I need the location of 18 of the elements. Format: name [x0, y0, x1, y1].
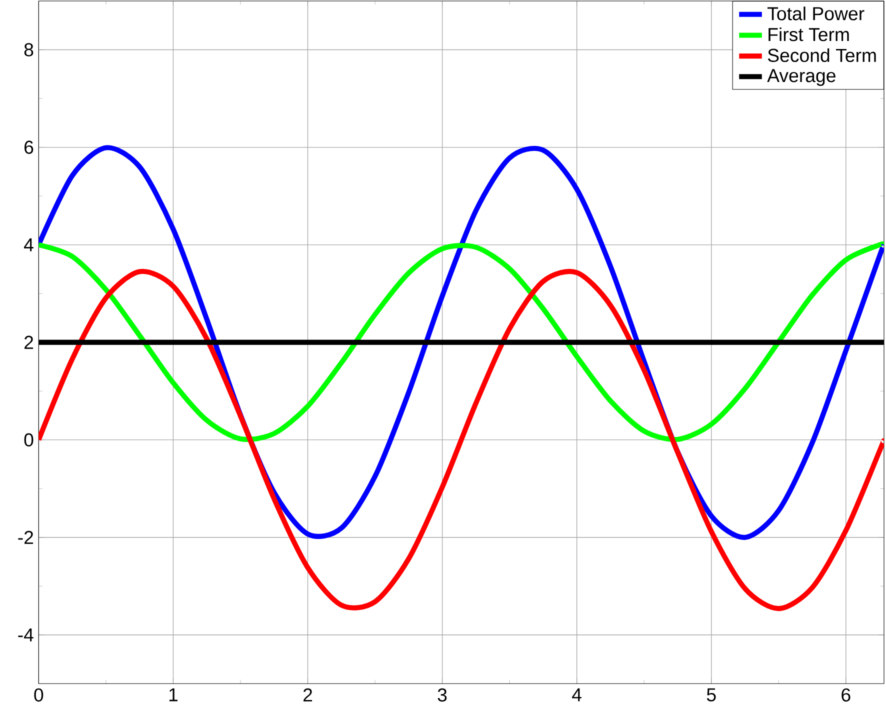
legend-label: First Term	[768, 27, 849, 42]
x-tick-label: 6	[842, 688, 850, 702]
y-tick-label: 6	[24, 140, 34, 154]
x-tick-label: 1	[169, 688, 178, 702]
x-tick-label: 0	[34, 688, 44, 702]
x-tick-label: 3	[438, 688, 447, 702]
y-tick-label: 0	[24, 433, 34, 446]
y-tick-label: -4	[18, 628, 34, 642]
y-tick-label: 4	[24, 238, 34, 252]
legend-label: Total Power	[768, 6, 864, 20]
x-tick-label: 4	[572, 688, 582, 702]
y-tick-label: 8	[24, 43, 34, 56]
legend-label: Average	[767, 69, 836, 86]
legend-label: Second Term	[768, 48, 876, 62]
x-tick-label: 5	[706, 688, 716, 702]
x-tick-label: 2	[304, 688, 312, 702]
y-tick-label: -2	[18, 530, 34, 544]
y-tick-label: 2	[24, 336, 34, 349]
